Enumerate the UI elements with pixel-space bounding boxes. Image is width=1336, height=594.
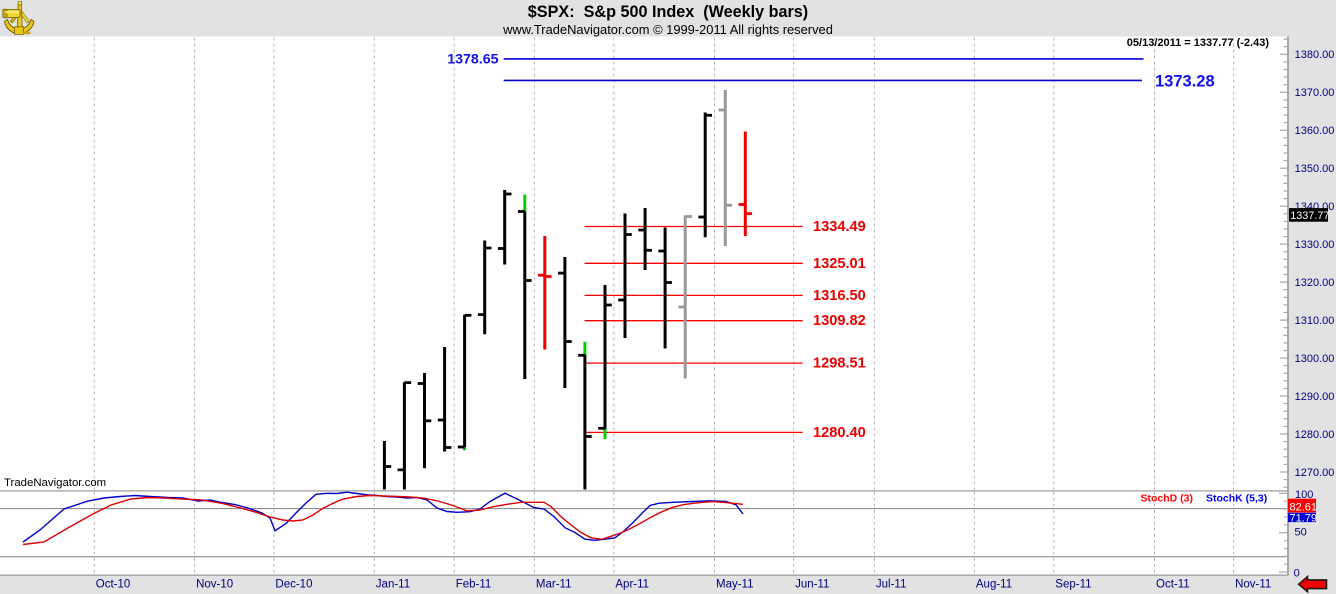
svg-text:Feb-11: Feb-11	[456, 579, 492, 591]
svg-text:1370.00: 1370.00	[1295, 87, 1335, 99]
svg-text:1310.00: 1310.00	[1295, 315, 1335, 327]
svg-text:1280.40: 1280.40	[813, 425, 866, 441]
svg-text:1360.00: 1360.00	[1295, 125, 1335, 137]
svg-text:1337.77: 1337.77	[1290, 210, 1329, 222]
svg-text:50: 50	[1295, 527, 1307, 539]
svg-text:1309.82: 1309.82	[813, 313, 866, 329]
svg-text:1325.01: 1325.01	[813, 256, 866, 272]
svg-text:1380.00: 1380.00	[1295, 49, 1335, 61]
svg-text:1270.00: 1270.00	[1295, 467, 1335, 479]
svg-text:Oct-11: Oct-11	[1156, 579, 1190, 591]
svg-text:www.TradeNavigator.com © 1999-: www.TradeNavigator.com © 1999-2011 All r…	[502, 22, 833, 37]
svg-text:1373.28: 1373.28	[1155, 73, 1215, 91]
svg-text:StochD (3): StochD (3)	[1141, 493, 1194, 505]
svg-text:71.79: 71.79	[1290, 513, 1318, 525]
svg-text:Nov-10: Nov-10	[196, 579, 233, 591]
svg-text:1330.00: 1330.00	[1295, 239, 1335, 251]
svg-text:Aug-11: Aug-11	[976, 579, 1012, 591]
svg-text:1350.00: 1350.00	[1295, 163, 1335, 175]
svg-text:1334.49: 1334.49	[813, 219, 866, 235]
svg-text:1316.50: 1316.50	[813, 288, 866, 304]
svg-text:1298.51: 1298.51	[813, 356, 866, 372]
svg-text:1290.00: 1290.00	[1295, 391, 1335, 403]
svg-text:Dec-10: Dec-10	[275, 579, 312, 591]
svg-text:Oct-10: Oct-10	[96, 579, 131, 591]
svg-text:StochK (5,3): StochK (5,3)	[1206, 493, 1267, 505]
svg-text:Apr-11: Apr-11	[615, 579, 649, 591]
svg-text:82.61: 82.61	[1290, 501, 1318, 513]
svg-text:1320.00: 1320.00	[1295, 277, 1335, 289]
svg-text:May-11: May-11	[716, 579, 754, 591]
svg-text:$SPX: S&p 500 Index (Weekly: $SPX: S&p 500 Index (Weekly bars)	[528, 3, 808, 21]
svg-text:Mar-11: Mar-11	[536, 579, 572, 591]
svg-text:Nov-11: Nov-11	[1235, 579, 1271, 591]
svg-text:Jul-11: Jul-11	[876, 579, 906, 591]
svg-text:100: 100	[1295, 489, 1313, 501]
svg-text:TradeNavigator.com: TradeNavigator.com	[4, 477, 106, 489]
svg-text:0: 0	[1294, 567, 1300, 579]
svg-text:Sep-11: Sep-11	[1055, 579, 1091, 591]
svg-text:1280.00: 1280.00	[1295, 429, 1335, 441]
svg-text:05/13/2011 = 1337.77 (-2.43): 05/13/2011 = 1337.77 (-2.43)	[1127, 37, 1270, 49]
svg-text:Jan-11: Jan-11	[376, 579, 410, 591]
svg-text:Jun-11: Jun-11	[795, 579, 829, 591]
svg-text:1300.00: 1300.00	[1295, 353, 1335, 365]
svg-text:1378.65: 1378.65	[447, 52, 498, 68]
